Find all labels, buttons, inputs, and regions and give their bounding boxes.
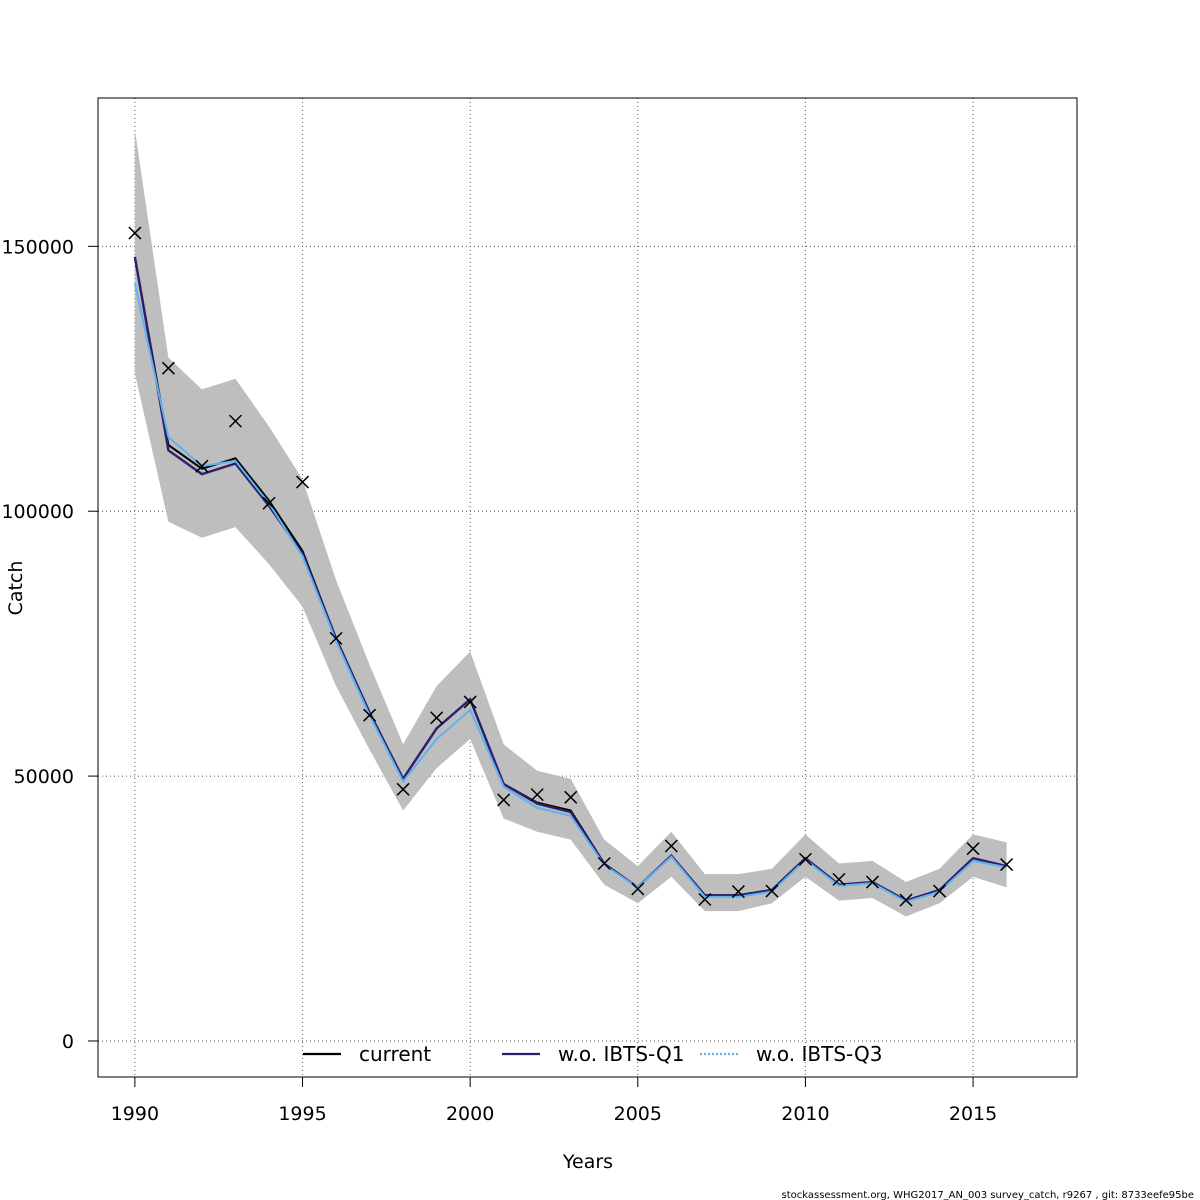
observation-marker-2014 xyxy=(933,884,947,898)
observation-marker-1990 xyxy=(128,226,142,240)
legend-label-1: w.o. IBTS-Q1 xyxy=(558,1042,684,1066)
series-line-2 xyxy=(133,283,1007,903)
observation-marker-1996 xyxy=(329,631,343,645)
x-tick-label-1990: 1990 xyxy=(111,1103,159,1125)
plot-frame xyxy=(97,97,1078,1078)
legend-item-0: current xyxy=(303,1042,431,1066)
x-tick-label-2000: 2000 xyxy=(446,1103,494,1125)
observation-marker-2005 xyxy=(631,882,645,896)
x-tick-label-2015: 2015 xyxy=(949,1103,997,1125)
legend-label-2: w.o. IBTS-Q3 xyxy=(756,1042,882,1066)
observation-marker-2007 xyxy=(698,892,712,907)
observation-marker-2013 xyxy=(899,893,913,907)
observation-marker-2003 xyxy=(564,790,578,804)
observation-marker-2006 xyxy=(664,839,678,853)
observation-marker-1991 xyxy=(161,361,175,375)
series-lines xyxy=(133,256,1007,903)
y-axis: 0 50000 100000 150000 xyxy=(1,236,98,1053)
observation-marker-1994 xyxy=(262,496,276,510)
legend-label-0: current xyxy=(359,1042,431,1066)
observation-marker-2012 xyxy=(865,875,880,889)
legend-item-2: w.o. IBTS-Q3 xyxy=(700,1042,882,1066)
observation-marker-1997 xyxy=(363,708,377,722)
footer-caption: stockassessment.org, WHG2017_AN_003 surv… xyxy=(782,1190,1195,1200)
x-axis-title: Years xyxy=(562,1151,613,1173)
x-tick-label-1995: 1995 xyxy=(278,1103,326,1125)
legend: current w.o. IBTS-Q1 w.o. IBTS-Q3 xyxy=(303,1042,882,1066)
y-tick-label-50000: 50000 xyxy=(14,766,74,788)
observation-marker-2001 xyxy=(497,793,511,807)
y-axis-title: Catch xyxy=(5,561,27,616)
observation-marker-1995 xyxy=(295,475,310,489)
observation-marker-2010 xyxy=(798,852,812,866)
x-axis: 1990 1995 2000 2005 2010 2015 xyxy=(111,1077,997,1125)
grid-lines xyxy=(98,98,1077,1077)
observation-marker-2016 xyxy=(1000,858,1014,872)
x-tick-label-2005: 2005 xyxy=(614,1103,662,1125)
legend-item-1: w.o. IBTS-Q1 xyxy=(502,1042,684,1066)
observation-marker-2009 xyxy=(765,884,779,898)
confidence-band xyxy=(134,129,1007,917)
confidence-band-area xyxy=(134,129,1007,917)
y-tick-label-0: 0 xyxy=(62,1031,74,1053)
observation-marker-1998 xyxy=(396,782,410,796)
x-tick-label-2010: 2010 xyxy=(781,1103,829,1125)
y-tick-label-100000: 100000 xyxy=(1,501,74,523)
observation-marker-1993 xyxy=(228,414,242,428)
observation-marker-2008 xyxy=(731,885,745,899)
observation-marker-2004 xyxy=(597,856,611,871)
y-tick-label-150000: 150000 xyxy=(1,236,74,258)
observation-marker-1992 xyxy=(195,459,209,473)
observation-marker-2000 xyxy=(463,695,477,709)
observation-marker-2002 xyxy=(530,788,544,802)
observation-marker-1999 xyxy=(430,711,444,725)
observation-markers xyxy=(128,226,1014,907)
observation-marker-2011 xyxy=(832,872,846,886)
observation-marker-2015 xyxy=(966,842,980,856)
